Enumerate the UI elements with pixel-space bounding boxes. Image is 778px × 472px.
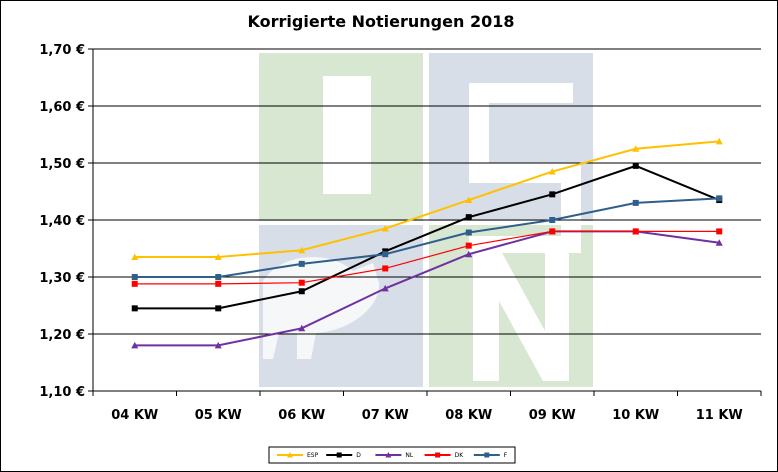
data-point xyxy=(465,196,473,204)
data-point xyxy=(215,274,222,280)
gridlines xyxy=(93,48,761,392)
data-point xyxy=(215,280,222,287)
legend-item-nl: NL xyxy=(375,452,414,459)
watermark-letter-n xyxy=(473,251,569,381)
watermark-letter-s xyxy=(469,83,581,253)
watermark-letter-i xyxy=(323,76,371,194)
legend-label: D xyxy=(356,452,361,459)
data-point xyxy=(131,274,138,280)
data-point xyxy=(632,162,639,169)
data-point xyxy=(549,228,556,235)
data-point xyxy=(381,225,389,232)
legend-marker xyxy=(336,452,342,458)
legend-marker xyxy=(287,452,293,458)
series-nl xyxy=(131,227,723,349)
data-point xyxy=(465,229,472,236)
legend: ESP D NL DK F xyxy=(268,446,516,464)
data-point xyxy=(632,199,639,206)
data-point xyxy=(715,239,723,246)
series-f xyxy=(131,195,723,280)
y-tick-label: 1,40 € xyxy=(39,214,85,229)
series-esp xyxy=(131,137,723,261)
data-point xyxy=(131,280,138,287)
series-line xyxy=(134,197,720,278)
legend-marker xyxy=(484,452,490,458)
x-tick-label: 05 KW xyxy=(195,408,242,423)
legend-label: NL xyxy=(405,452,413,459)
legend-label: ESP xyxy=(307,452,319,459)
data-point xyxy=(131,305,138,312)
data-point xyxy=(382,251,389,258)
chart-title: Korrigierte Notierungen 2018 xyxy=(248,12,515,31)
series-line xyxy=(134,230,720,285)
series-d xyxy=(131,162,723,312)
x-tick-label: 04 KW xyxy=(111,408,158,423)
data-point xyxy=(465,250,473,258)
data-point xyxy=(715,137,723,145)
data-point xyxy=(549,217,556,223)
data-point xyxy=(548,168,556,175)
data-point xyxy=(298,324,306,332)
legend-item-f: F xyxy=(473,452,508,459)
series-line xyxy=(134,164,720,310)
data-point xyxy=(381,284,389,292)
y-tick-label: 1,30 € xyxy=(39,271,85,286)
data-point xyxy=(214,253,222,261)
series-dk xyxy=(131,228,723,287)
series-line xyxy=(134,230,720,347)
x-tick-label: 11 KW xyxy=(696,408,743,423)
series-line xyxy=(134,140,720,259)
data-point xyxy=(549,191,556,198)
data-point xyxy=(632,145,640,152)
y-tick-label: 1,20 € xyxy=(39,328,85,343)
data-point xyxy=(298,246,306,254)
data-point xyxy=(465,242,472,249)
legend-item-dk: DK xyxy=(424,452,465,459)
legend-item-d: D xyxy=(326,452,361,459)
y-tick-label: 1,10 € xyxy=(39,385,85,400)
data-point xyxy=(382,265,389,272)
legend-label: DK xyxy=(455,452,465,459)
y-tick-label: 1,50 € xyxy=(39,157,85,172)
x-tick-label: 07 KW xyxy=(362,408,409,423)
x-tick-label: 09 KW xyxy=(529,408,576,423)
data-point xyxy=(716,195,723,202)
y-tick-label: 1,70 € xyxy=(39,43,85,58)
y-tick-label: 1,60 € xyxy=(39,100,85,115)
axes: 1,10 € 1,20 € 1,30 € 1,40 € 1,50 € 1,60 € 1,70… xyxy=(39,43,762,423)
x-tick-label: 08 KW xyxy=(445,408,492,423)
data-point xyxy=(215,305,222,312)
legend-label: F xyxy=(504,452,508,459)
data-point xyxy=(465,214,472,221)
legend-marker xyxy=(435,452,441,458)
series-layer xyxy=(131,137,723,349)
data-point xyxy=(298,279,305,286)
data-point xyxy=(131,341,139,349)
x-tick-label: 10 KW xyxy=(612,408,659,423)
data-point xyxy=(298,288,305,295)
data-point xyxy=(716,228,723,235)
data-point xyxy=(298,260,305,267)
data-point xyxy=(214,341,222,349)
data-point xyxy=(131,253,139,261)
legend-marker xyxy=(385,452,392,458)
legend-item-esp: ESP xyxy=(277,452,319,459)
x-tick-label: 06 KW xyxy=(278,408,325,423)
data-point xyxy=(632,228,639,235)
